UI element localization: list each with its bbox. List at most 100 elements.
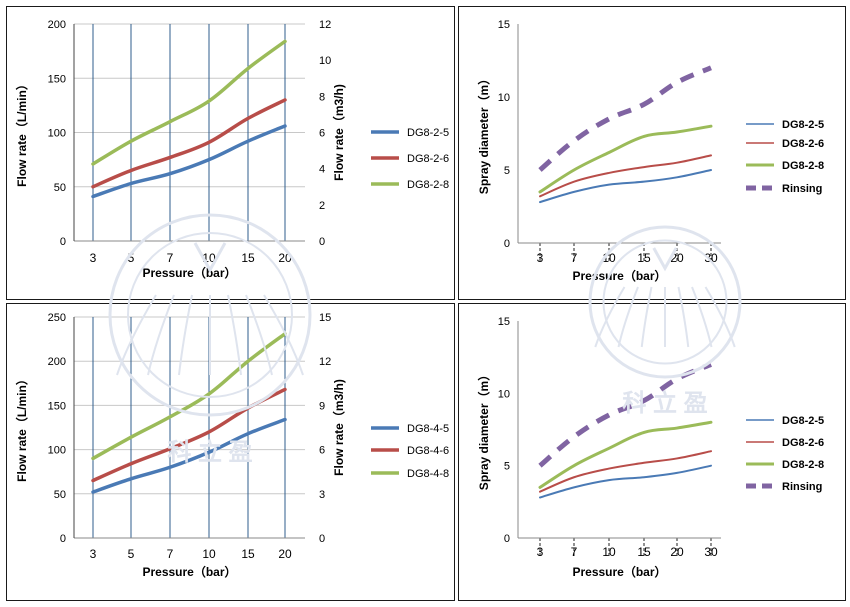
y-tick-label: 5 bbox=[504, 461, 510, 473]
series-line-dg8-2-5 bbox=[91, 124, 287, 199]
x-tick-label: 20 bbox=[670, 251, 684, 265]
y2-tick-label: 12 bbox=[319, 356, 331, 368]
x-tick-label: 10 bbox=[602, 251, 616, 265]
x-tick-label: 3 bbox=[537, 545, 544, 559]
legend-label: DG8-2-8 bbox=[782, 459, 824, 471]
x-tick-label: 5 bbox=[128, 251, 135, 265]
y2-tick-label: 0 bbox=[319, 533, 325, 545]
y2-tick-label: 10 bbox=[319, 55, 331, 67]
chart-svg: 0 50 100 150 200 250 0 3 6 9 12 15 3 5 7 10 15 20 Flow rat… bbox=[14, 312, 449, 579]
legend-label: DG8-4-5 bbox=[407, 423, 449, 435]
x-axis-title: Pressure（bar） bbox=[142, 265, 236, 280]
y-tick-label: 10 bbox=[498, 388, 510, 400]
y-tick-label: 15 bbox=[498, 19, 510, 31]
y2-tick-label: 0 bbox=[319, 236, 325, 248]
y-tick-label: 100 bbox=[48, 128, 66, 140]
y-tick-label: 150 bbox=[48, 73, 66, 85]
y-axis-title: Spray diameter（m） bbox=[476, 369, 491, 490]
y-tick-label: 0 bbox=[504, 533, 510, 545]
x-tick-label: 20 bbox=[278, 547, 292, 561]
y-axis-title: Spray diameter（m） bbox=[476, 73, 491, 194]
y-tick-label: 200 bbox=[48, 19, 66, 31]
chart-svg: 0 5 10 15 3 7 10 15 20 30 Spray diameter（m） Pressur… bbox=[476, 19, 824, 283]
y2-tick-label: 2 bbox=[319, 200, 325, 212]
y-tick-label: 0 bbox=[504, 238, 510, 250]
flow-rate-chart-dg8-4: 0 50 100 150 200 250 0 3 6 9 12 15 3 5 7 10 15 20 Flow rat… bbox=[6, 303, 455, 601]
x-tick-label: 3 bbox=[537, 251, 544, 265]
x-tick-label: 7 bbox=[571, 545, 578, 559]
y2-tick-label: 8 bbox=[319, 91, 325, 103]
y-tick-label: 50 bbox=[54, 489, 66, 501]
x-tick-label: 15 bbox=[637, 545, 651, 559]
series-line-dg8-2-5 bbox=[539, 464, 712, 499]
y-tick-label: 0 bbox=[60, 533, 66, 545]
y-tick-label: 15 bbox=[498, 316, 510, 328]
x-tick-label: 10 bbox=[602, 545, 616, 559]
y-tick-label: 5 bbox=[504, 165, 510, 177]
legend-label: DG8-4-8 bbox=[407, 468, 449, 480]
spray-diameter-chart-top: 0 5 10 15 3 7 10 15 20 30 Spray diameter（m） Pressur… bbox=[458, 6, 846, 300]
y-axis-title: Flow rate（L/min） bbox=[14, 373, 29, 482]
series-line-rinsing bbox=[538, 65, 712, 172]
series-line-dg8-2-6 bbox=[539, 450, 712, 493]
legend-label: Rinsing bbox=[782, 481, 822, 493]
y2-tick-label: 6 bbox=[319, 445, 325, 457]
series-line-dg8-2-8 bbox=[538, 124, 713, 194]
x-tick-label: 20 bbox=[670, 545, 684, 559]
x-axis-title: Pressure（bar） bbox=[572, 564, 666, 579]
legend-label: DG8-2-6 bbox=[782, 138, 824, 150]
legend-label: DG8-2-5 bbox=[407, 127, 449, 139]
x-axis-title: Pressure（bar） bbox=[142, 564, 236, 579]
x-axis-title: Pressure（bar） bbox=[572, 268, 666, 283]
x-tick-label: 3 bbox=[90, 251, 97, 265]
flow-rate-chart-dg8-2: 0 50 100 150 200 0 2 4 6 8 10 12 3 5 7 10 15 20 Flow rate（… bbox=[6, 6, 455, 300]
x-tick-label: 10 bbox=[202, 251, 216, 265]
legend-label: DG8-2-6 bbox=[782, 437, 824, 449]
series-line-dg8-4-5 bbox=[91, 417, 287, 494]
series-line-dg8-2-6 bbox=[91, 98, 287, 189]
series-line-rinsing bbox=[538, 362, 712, 468]
x-tick-label: 3 bbox=[90, 547, 97, 561]
y2-tick-label: 9 bbox=[319, 400, 325, 412]
x-tick-label: 30 bbox=[704, 545, 718, 559]
x-tick-label: 5 bbox=[128, 547, 135, 561]
legend-label: DG8-2-8 bbox=[407, 179, 449, 191]
y-tick-label: 150 bbox=[48, 400, 66, 412]
y2-axis-title: Flow rate（m3/h) bbox=[331, 379, 346, 476]
x-tick-label: 7 bbox=[571, 251, 578, 265]
x-tick-label: 30 bbox=[704, 251, 718, 265]
y-tick-label: 10 bbox=[498, 92, 510, 104]
x-tick-label: 10 bbox=[202, 547, 216, 561]
legend-label: DG8-2-8 bbox=[782, 160, 824, 172]
legend-label: DG8-2-5 bbox=[782, 415, 824, 427]
y-tick-label: 0 bbox=[60, 236, 66, 248]
spray-diameter-chart-bottom: 0 5 10 15 3 7 10 15 20 30 Spray diameter（m） Pressur… bbox=[458, 303, 846, 601]
y-tick-label: 100 bbox=[48, 445, 66, 457]
chart-svg: 0 5 10 15 3 7 10 15 20 30 Spray diameter（m） Pressur… bbox=[476, 316, 824, 579]
x-tick-label: 15 bbox=[241, 251, 255, 265]
y-axis-title: Flow rate（L/min） bbox=[14, 78, 29, 187]
legend-label: DG8-2-6 bbox=[407, 153, 449, 165]
x-tick-label: 20 bbox=[278, 251, 292, 265]
legend-label: DG8-2-5 bbox=[782, 119, 824, 131]
chart-svg: 0 50 100 150 200 0 2 4 6 8 10 12 3 5 7 10 15 20 Flow rate（… bbox=[14, 19, 449, 280]
x-tick-label: 15 bbox=[637, 251, 651, 265]
series-line-dg8-2-8 bbox=[91, 39, 287, 166]
y2-tick-label: 4 bbox=[319, 164, 325, 176]
y2-axis-title: Flow rate（m3/h) bbox=[331, 84, 346, 181]
y2-tick-label: 6 bbox=[319, 128, 325, 140]
x-tick-label: 15 bbox=[241, 547, 255, 561]
y-tick-label: 200 bbox=[48, 356, 66, 368]
series-line-dg8-2-6 bbox=[539, 154, 712, 198]
x-tick-label: 7 bbox=[167, 547, 174, 561]
series-line-dg8-2-5 bbox=[539, 169, 712, 204]
y2-tick-label: 12 bbox=[319, 19, 331, 31]
series-line-dg8-4-6 bbox=[91, 387, 287, 483]
x-tick-label: 7 bbox=[167, 251, 174, 265]
y2-tick-label: 3 bbox=[319, 489, 325, 501]
legend-label: DG8-4-6 bbox=[407, 445, 449, 457]
y2-tick-label: 15 bbox=[319, 312, 331, 324]
y-tick-label: 250 bbox=[48, 312, 66, 324]
y-tick-label: 50 bbox=[54, 182, 66, 194]
series-line-dg8-2-8 bbox=[538, 420, 713, 489]
